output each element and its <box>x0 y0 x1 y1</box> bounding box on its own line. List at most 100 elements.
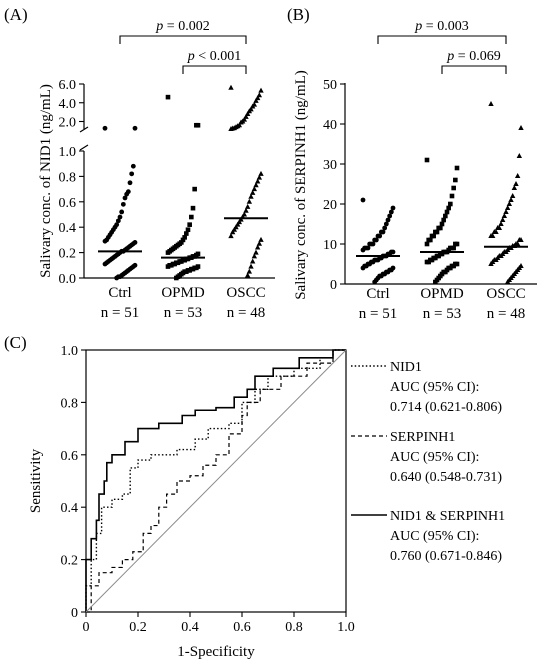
data-point-circle <box>127 180 133 186</box>
data-point-circle <box>120 201 126 207</box>
data-point-triangle <box>516 153 523 158</box>
data-point-triangle <box>228 126 234 131</box>
a-y-tick-label: 1.0 <box>59 145 77 160</box>
c-y-tick-label: 0.4 <box>61 501 79 516</box>
data-point-square <box>436 225 441 231</box>
data-point-triangle <box>244 272 251 278</box>
data-point-circle <box>367 241 373 247</box>
a-y-tick-label: 6.0 <box>59 78 77 93</box>
a-comparison-opmd-oscc-label: p < 0.001 <box>187 49 241 64</box>
data-point-square <box>424 259 430 265</box>
a-comparison-ctrl-oscc-label: p = 0.002 <box>155 19 209 34</box>
data-point-triangle <box>254 178 261 184</box>
data-point-square <box>174 275 179 281</box>
data-point-circle <box>102 238 108 244</box>
data-point-triangle <box>248 263 254 269</box>
a-y-tick-label: 0.2 <box>59 247 77 262</box>
b-y-axis-title: Salivary conc. of SERPINH1 (ng/mL) <box>293 70 309 300</box>
data-point-triangle <box>509 193 516 198</box>
data-point-triangle <box>249 258 256 264</box>
a-category-label: OPMD <box>161 285 205 301</box>
data-point-circle <box>117 214 123 220</box>
data-point-triangle <box>246 268 253 274</box>
a-y-tick-label: 0.4 <box>59 221 77 236</box>
c-x-tick-label: 1.0 <box>337 620 355 635</box>
data-point-triangle <box>246 198 253 204</box>
data-point-triangle <box>253 182 259 188</box>
data-point-circle <box>383 221 389 227</box>
data-point-square <box>448 201 453 207</box>
b-category-label: OSCC <box>486 286 525 302</box>
c-y-axis-title: Sensitivity <box>28 448 44 513</box>
c-x-tick-label: 0.8 <box>285 620 303 635</box>
data-point-circle <box>382 225 388 231</box>
data-point-triangle <box>503 209 509 214</box>
data-point-circle <box>130 163 136 169</box>
panel-c-roc: 1-Specificity Sensitivity 00 0.2 0.2 0.4 0.4… <box>28 344 505 660</box>
data-point-triangle <box>228 84 234 90</box>
data-point-circle <box>385 217 391 223</box>
data-point-triangle <box>504 205 511 210</box>
data-point-square <box>165 94 171 100</box>
data-point-triangle <box>501 213 508 218</box>
data-point-triangle <box>488 261 494 266</box>
c-x-tick-label: 0 <box>83 620 90 635</box>
a-n-label: n = 51 <box>101 305 139 321</box>
data-point-triangle <box>251 253 258 259</box>
data-point-circle <box>360 247 366 253</box>
a-category-label: OSCC <box>226 285 265 301</box>
data-point-triangle <box>253 249 259 255</box>
a-comparison-opmd-oscc-bracket <box>182 65 247 74</box>
a-n-label: n = 48 <box>227 305 265 321</box>
data-point-square <box>426 237 431 243</box>
a-y-tick-label: 0.8 <box>59 170 77 185</box>
data-point-circle <box>102 125 108 131</box>
data-point-circle <box>372 279 378 285</box>
a-y-axis-title: Salivary conc. of NID1 (ng/mL) <box>38 84 54 278</box>
data-point-triangle <box>258 87 264 93</box>
c-x-tick-label: 0.6 <box>233 620 251 635</box>
data-point-triangle <box>248 193 254 199</box>
data-point-square <box>180 237 186 243</box>
data-point-square <box>454 165 460 171</box>
data-point-triangle <box>488 101 494 106</box>
data-point-square <box>190 205 196 211</box>
data-point-square <box>429 233 435 239</box>
data-point-circle <box>390 205 396 211</box>
b-y-tick-label: 20 <box>323 198 337 213</box>
data-point-triangle <box>256 240 263 246</box>
b-comparison-ctrl-oscc-bracket <box>377 35 507 44</box>
data-point-triangle <box>508 197 514 202</box>
data-point-square <box>424 157 430 163</box>
data-point-triangle <box>228 233 234 239</box>
a-comparison-ctrl-oscc-bracket <box>119 35 247 44</box>
c-x-axis-title: 1-Specificity <box>177 644 255 660</box>
data-point-square <box>446 205 451 211</box>
data-point-triangle <box>488 233 494 238</box>
b-y-tick-label: 40 <box>323 118 337 133</box>
data-point-triangle <box>494 225 501 230</box>
data-point-triangle <box>491 229 498 234</box>
data-point-square <box>424 241 430 247</box>
data-point-square <box>453 177 458 183</box>
data-point-circle <box>122 195 128 201</box>
data-point-square <box>187 222 192 227</box>
roc-curve-solid <box>85 349 346 612</box>
data-point-circle <box>375 233 381 239</box>
data-point-triangle <box>254 244 261 250</box>
data-point-square <box>449 193 455 199</box>
legend-auc-value: 0.760 (0.671-0.846) <box>390 549 502 564</box>
panel-b-scatter: Salivary conc. of SERPINH1 (ng/mL) 0 10 20… <box>293 19 537 322</box>
a-y-tick-label: 0.0 <box>59 272 77 287</box>
b-n-label: n = 48 <box>487 306 525 322</box>
data-point-square <box>443 213 448 219</box>
data-point-square <box>433 229 438 235</box>
c-y-tick-label: 0.8 <box>61 396 79 411</box>
b-comparison-opmd-oscc-bracket <box>441 65 507 74</box>
data-point-triangle <box>258 170 264 176</box>
b-category-label: OPMD <box>420 286 464 302</box>
panel-label-c: (C) <box>4 333 27 352</box>
data-point-triangle <box>504 279 511 284</box>
data-point-triangle <box>513 181 519 186</box>
